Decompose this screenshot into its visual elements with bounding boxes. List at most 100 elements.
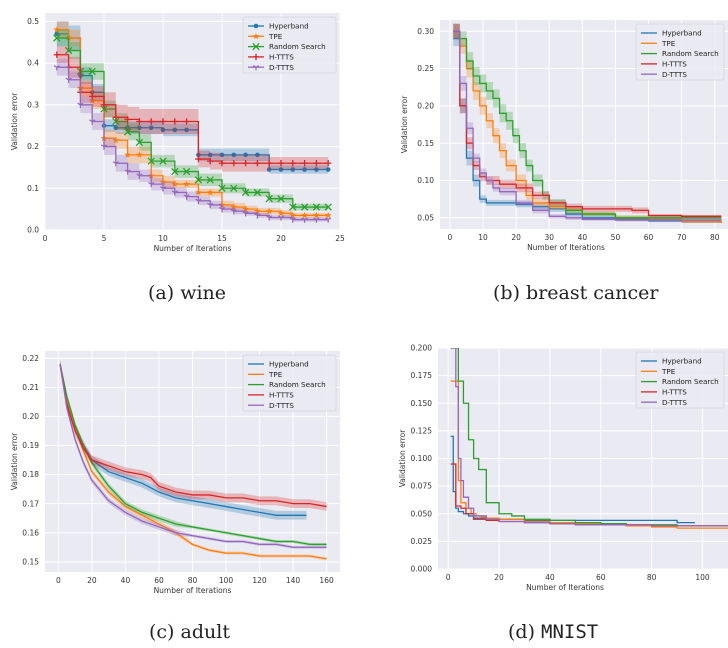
y-tick-label: 0.21 <box>22 383 39 392</box>
data-point-h-ttts <box>89 93 96 100</box>
legend-box <box>242 16 337 74</box>
data-point-h-ttts <box>266 160 273 167</box>
y-tick-label: 0.18 <box>22 470 39 479</box>
legend-label: H-TTTS <box>662 388 687 397</box>
x-tick-label: 100 <box>219 576 234 585</box>
data-point-h-ttts <box>112 114 119 121</box>
x-tick-label: 160 <box>319 576 334 585</box>
x-tick-label: 5 <box>102 234 107 243</box>
legend-label: Hyperband <box>269 360 309 369</box>
band-random-search <box>453 23 722 221</box>
y-tick-label: 0.100 <box>411 454 433 463</box>
data-point-h-ttts <box>100 101 108 109</box>
y-tick-label: 0.30 <box>417 27 434 36</box>
chart-panel-1: 0 10 20 30 40 50 60 70 80 0.05 0.10 0.15 0.20 0.25 0.3… <box>400 20 728 252</box>
x-tick-label: 15 <box>217 234 227 243</box>
x-axis-label: Number of Iterations <box>527 243 605 252</box>
data-point-h-ttts <box>242 160 249 167</box>
data-point-random-search <box>112 117 120 126</box>
data-point-random-search <box>241 188 250 197</box>
x-tick-label: 10 <box>478 233 488 242</box>
data-point-hyperband <box>113 125 119 131</box>
data-point-tpe <box>206 188 214 196</box>
data-point-hyperband <box>148 125 154 131</box>
legend-label: TPE <box>268 370 283 379</box>
legend-label: H-TTTS <box>662 60 687 69</box>
y-tick-label: 0.150 <box>411 399 433 408</box>
data-point-random-search <box>53 34 61 42</box>
chart-panel-0: 0 5 10 15 20 25 0.0 0.1 0.2 0.3 0.4 0.5 Number of It… <box>10 13 345 253</box>
data-point-d-ttts <box>148 181 155 188</box>
plot-series-area <box>450 348 728 529</box>
data-point-hyperband <box>54 31 60 37</box>
y-axis-label: Validation error <box>10 92 19 150</box>
data-point-h-ttts <box>159 118 167 125</box>
y-tick-label: 0.125 <box>411 426 433 435</box>
data-point-h-ttts <box>277 160 285 167</box>
legend-marker <box>253 23 259 29</box>
band-h-ttts <box>56 46 329 172</box>
data-point-tpe <box>124 151 132 158</box>
data-point-random-search <box>123 128 132 136</box>
caption-b: (b) breast cancer <box>493 282 658 304</box>
x-tick-label: 0 <box>448 233 453 242</box>
legend-box <box>635 351 725 409</box>
plot-series-area <box>59 359 327 561</box>
legend-label: H-TTTS <box>269 53 294 62</box>
legend-box <box>635 23 725 81</box>
y-tick-label: 0.19 <box>22 441 39 450</box>
data-point-random-search <box>171 167 179 176</box>
x-tick-label: 0 <box>446 573 451 582</box>
data-point-h-ttts <box>53 51 60 58</box>
data-point-d-ttts <box>230 209 237 215</box>
legend-label: Hyperband <box>269 22 309 31</box>
data-point-random-search <box>182 167 191 176</box>
data-point-random-search <box>253 188 262 197</box>
data-point-tpe <box>112 136 120 144</box>
series-line-d-ttts <box>450 348 728 527</box>
caption-d: (d) MNIST <box>508 621 598 643</box>
y-tick-label: 0.025 <box>411 537 433 546</box>
x-axis-label: Number of Iterations <box>154 586 232 595</box>
legend-label: TPE <box>661 39 676 48</box>
data-point-h-ttts <box>301 160 308 167</box>
data-point-tpe <box>265 207 273 215</box>
plot-series-area <box>453 23 723 225</box>
data-point-d-ttts <box>325 217 332 223</box>
data-point-random-search <box>324 203 332 211</box>
data-point-random-search <box>159 157 167 165</box>
legend-label: Random Search <box>269 380 326 389</box>
x-tick-label: 40 <box>545 573 555 582</box>
legend-label: D-TTTS <box>269 401 294 410</box>
data-point-hyperband <box>231 152 237 158</box>
x-tick-label: 20 <box>494 573 504 582</box>
y-axis-label: Validation error <box>398 429 407 487</box>
data-point-random-search <box>300 203 309 211</box>
data-point-random-search <box>230 184 238 192</box>
data-point-random-search <box>277 195 285 203</box>
data-point-random-search <box>135 138 144 147</box>
data-point-random-search <box>147 157 155 165</box>
legend-label: Random Search <box>662 377 719 386</box>
y-tick-label: 0.5 <box>27 17 39 26</box>
x-tick-label: 60 <box>596 573 606 582</box>
band-d-ttts <box>56 58 329 222</box>
y-tick-label: 0.075 <box>411 482 433 491</box>
series-line-d-ttts <box>59 363 327 548</box>
data-point-tpe <box>277 209 285 217</box>
x-tick-label: 40 <box>578 233 588 242</box>
data-point-h-ttts <box>230 160 237 167</box>
x-tick-label: 0 <box>43 234 48 243</box>
data-point-d-ttts <box>301 217 308 223</box>
y-axis-label: Validation error <box>10 432 19 490</box>
data-point-d-ttts <box>53 65 60 71</box>
y-tick-label: 0.15 <box>22 557 39 566</box>
series-line-h-ttts <box>59 363 327 508</box>
data-point-random-search <box>265 195 273 203</box>
y-tick-label: 0.4 <box>27 59 39 68</box>
legend-label: D-TTTS <box>269 63 294 72</box>
caption-a-name: wine <box>180 282 227 304</box>
data-point-random-search <box>100 105 108 113</box>
data-point-random-search <box>64 46 73 55</box>
